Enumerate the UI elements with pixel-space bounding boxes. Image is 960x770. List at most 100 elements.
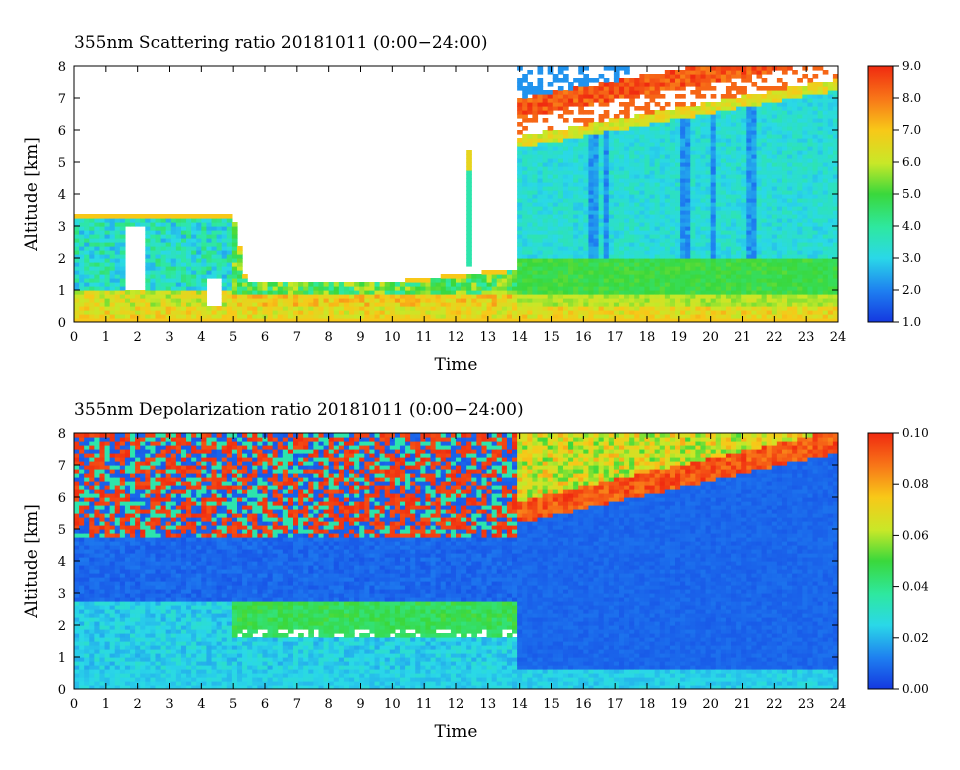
heatmap-cell bbox=[394, 310, 401, 315]
heatmap-cell bbox=[568, 138, 574, 143]
heatmap-cell bbox=[639, 126, 646, 131]
heatmap-cell bbox=[155, 302, 162, 307]
heatmap-cell bbox=[802, 138, 809, 143]
heatmap-cell bbox=[532, 190, 539, 195]
heatmap-cell bbox=[598, 246, 605, 251]
heatmap-cell bbox=[430, 306, 437, 311]
heatmap-cell bbox=[517, 238, 523, 243]
heatmap-cell bbox=[450, 302, 457, 307]
heatmap-cell bbox=[807, 242, 814, 247]
heatmap-cell bbox=[685, 254, 691, 259]
heatmap-cell bbox=[685, 186, 691, 191]
heatmap-cell bbox=[634, 206, 640, 211]
heatmap-cell bbox=[756, 246, 763, 251]
heatmap-cell bbox=[731, 102, 737, 107]
heatmap-cell bbox=[252, 286, 258, 291]
heatmap-cell bbox=[552, 234, 559, 239]
heatmap-cell bbox=[369, 310, 376, 315]
heatmap-cell bbox=[797, 206, 803, 211]
heatmap-cell bbox=[664, 286, 671, 291]
heatmap-cell bbox=[807, 106, 814, 111]
heatmap-cell bbox=[781, 122, 788, 127]
heatmap-cell bbox=[618, 298, 625, 303]
heatmap-cell bbox=[761, 186, 768, 191]
heatmap-cell bbox=[746, 206, 753, 211]
heatmap-cell bbox=[715, 206, 722, 211]
heatmap-cell bbox=[471, 298, 477, 303]
heatmap-cell bbox=[624, 114, 630, 119]
heatmap-cell bbox=[557, 154, 564, 159]
heatmap-cell bbox=[629, 238, 635, 243]
heatmap-cell bbox=[736, 250, 742, 255]
heatmap-cell bbox=[522, 162, 528, 167]
heatmap-cell bbox=[155, 230, 162, 235]
heatmap-cell bbox=[766, 218, 773, 223]
heatmap-cell bbox=[608, 150, 615, 155]
heatmap-cell bbox=[720, 78, 727, 83]
heatmap-cell bbox=[680, 114, 686, 119]
heatmap-cell bbox=[690, 118, 696, 123]
heatmap-cell bbox=[751, 250, 758, 255]
heatmap-cell bbox=[725, 206, 732, 211]
heatmap-cell bbox=[399, 290, 406, 295]
heatmap-cell bbox=[532, 274, 539, 279]
heatmap-cell bbox=[506, 310, 513, 315]
heatmap-cell bbox=[700, 94, 707, 99]
heatmap-cell bbox=[736, 314, 742, 319]
heatmap-cell bbox=[583, 110, 590, 115]
heatmap-cell bbox=[578, 294, 584, 299]
heatmap-cell bbox=[74, 258, 80, 263]
heatmap-cell bbox=[180, 290, 187, 295]
heatmap-cell bbox=[211, 270, 218, 275]
heatmap-cell bbox=[756, 134, 763, 139]
heatmap-cell bbox=[593, 198, 600, 203]
heatmap-cell bbox=[654, 142, 661, 147]
heatmap-cell bbox=[644, 258, 651, 263]
heatmap-cell bbox=[680, 210, 686, 215]
heatmap-cell bbox=[568, 234, 574, 239]
heatmap-cell bbox=[374, 314, 381, 319]
heatmap-cell bbox=[201, 218, 208, 223]
heatmap-cell bbox=[236, 306, 243, 311]
heatmap-cell bbox=[282, 302, 289, 307]
heatmap-cell bbox=[287, 314, 294, 319]
heatmap-cell bbox=[160, 258, 167, 263]
heatmap-cell bbox=[761, 162, 768, 167]
heatmap-cell bbox=[180, 254, 187, 259]
heatmap-cell bbox=[649, 282, 656, 287]
heatmap-cell bbox=[338, 282, 345, 287]
heatmap-cell bbox=[175, 242, 182, 247]
heatmap-cell bbox=[440, 294, 447, 299]
heatmap-cell bbox=[817, 282, 824, 287]
heatmap-cell bbox=[104, 266, 111, 271]
heatmap-cell bbox=[781, 274, 788, 279]
heatmap-cell bbox=[781, 202, 788, 207]
heatmap-cell bbox=[583, 186, 590, 191]
heatmap-cell bbox=[99, 314, 106, 319]
heatmap-cell bbox=[557, 150, 564, 155]
heatmap-cell bbox=[517, 190, 523, 195]
heatmap-cell bbox=[527, 190, 533, 195]
heatmap-cell bbox=[466, 262, 472, 267]
heatmap-cell bbox=[552, 294, 559, 299]
heatmap-cell bbox=[588, 174, 595, 179]
heatmap-cell bbox=[180, 234, 187, 239]
heatmap-cell bbox=[104, 306, 111, 311]
heatmap-cell bbox=[669, 242, 676, 247]
heatmap-cell bbox=[710, 222, 717, 227]
heatmap-cell bbox=[583, 170, 590, 175]
heatmap-cell bbox=[807, 134, 814, 139]
heatmap-cell bbox=[491, 290, 498, 295]
heatmap-cell bbox=[690, 214, 696, 219]
heatmap-cell bbox=[603, 194, 610, 199]
heatmap-cell bbox=[445, 294, 452, 299]
heatmap-cell bbox=[415, 298, 421, 303]
heatmap-cell bbox=[593, 306, 600, 311]
heatmap-cell bbox=[191, 290, 197, 295]
heatmap-cell bbox=[761, 86, 768, 91]
heatmap-cell bbox=[89, 306, 95, 311]
heatmap-cell bbox=[486, 274, 493, 279]
heatmap-cell bbox=[557, 302, 564, 307]
heatmap-cell bbox=[710, 242, 717, 247]
heatmap-cell bbox=[466, 158, 472, 163]
